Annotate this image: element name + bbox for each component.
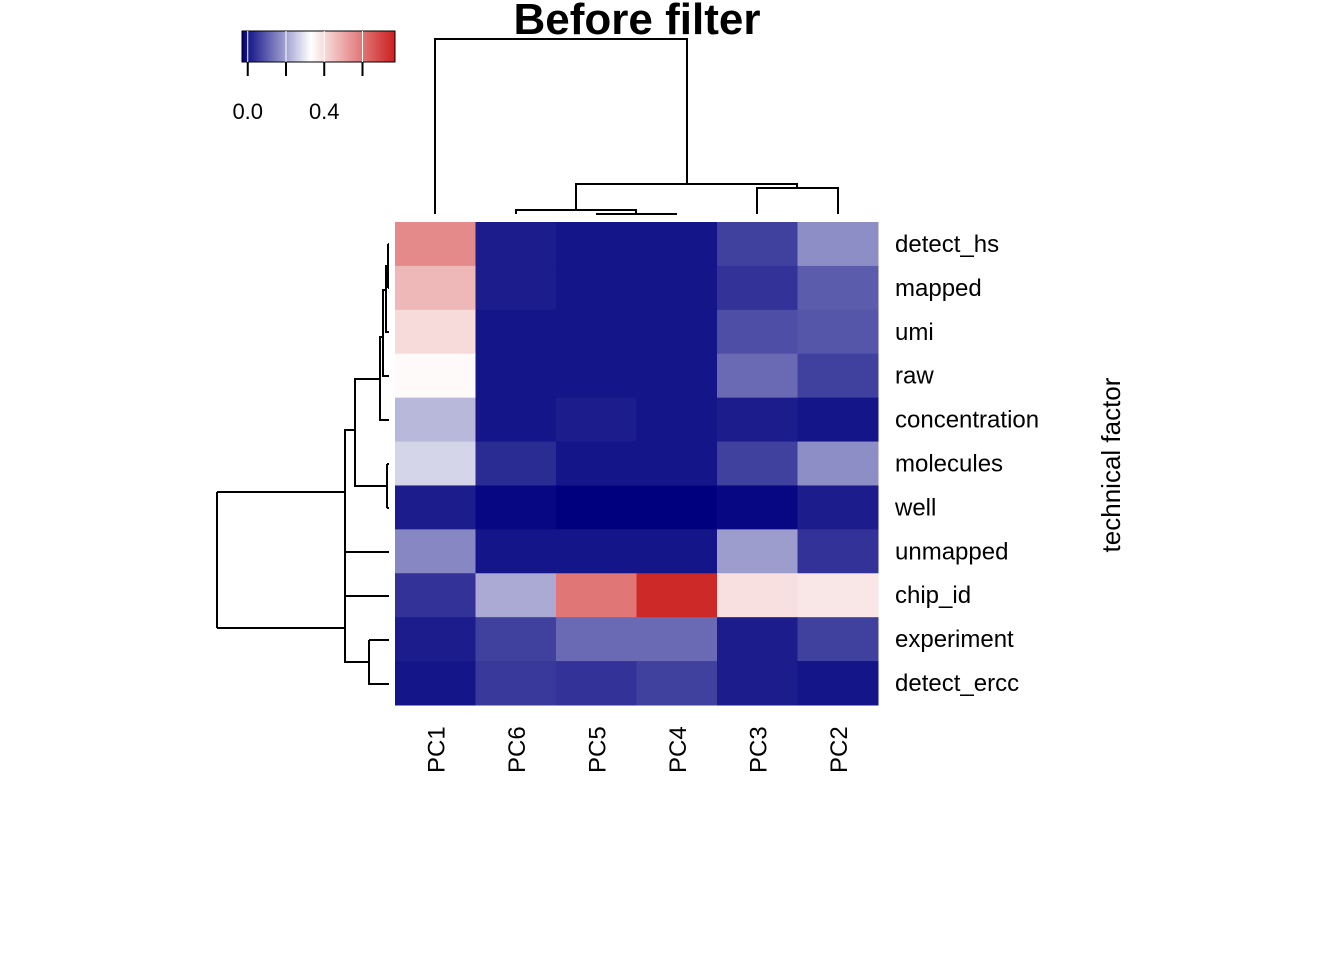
heatmap-cell [556,617,637,662]
column-label: PC4 [665,726,692,773]
heatmap-cell [797,441,879,486]
heatmap-cell [556,222,637,267]
heatmap-cell [475,661,557,706]
heatmap-cell [475,222,557,267]
heatmap-cell [556,353,637,399]
heatmap-cell [475,353,557,399]
heatmap-cell [636,529,718,574]
row-dendrogram [216,243,389,685]
heatmap-cell [556,309,637,355]
key-tick-label: 0.4 [309,99,340,124]
heatmap-cell [556,529,637,574]
heatmap-cell [475,309,557,355]
row-label: mapped [895,275,982,302]
heatmap-cell [395,485,476,530]
heatmap-cell [797,617,879,662]
row-label: well [894,494,936,521]
heatmap-cell [717,617,798,662]
heatmap-cell [636,222,718,267]
heatmap-cell [636,265,718,311]
heatmap-cell [636,485,718,530]
heatmap-cell [717,573,798,618]
row-label: detect_ercc [895,670,1019,697]
color-key [241,30,396,63]
heatmap-cell [636,441,718,486]
heatmap-cell [475,529,557,574]
heatmap-cell [395,353,476,399]
row-label: concentration [895,407,1039,434]
heatmap-cell [395,573,476,618]
heatmap-cell [556,265,637,311]
heatmap-cell [797,265,879,311]
column-label: PC6 [504,726,531,773]
heatmap-cell [717,309,798,355]
row-label: chip_id [895,582,971,609]
heatmap-cell [797,222,879,267]
heatmap-cell [717,353,798,399]
heatmap-cell [797,485,879,530]
row-label: raw [895,363,934,390]
heatmap-cell [797,573,879,618]
heatmap-cell [717,441,798,486]
column-dendrogram [434,38,839,215]
heatmap-cell [797,353,879,399]
heatmap-cell [636,353,718,399]
row-label: experiment [895,626,1014,653]
heatmap-cell [475,265,557,311]
heatmap-cell [475,617,557,662]
heatmap-cell [797,529,879,574]
heatmap-cell [475,397,557,443]
heatmap-cell [636,573,718,618]
heatmap-cell [556,573,637,618]
heatmap-cell [475,573,557,618]
heatmap-cell [395,661,476,706]
heatmap-cell [556,441,637,486]
heatmap-cell [395,309,476,355]
key-tick-label: 0.0 [232,99,263,124]
row-label: detect_hs [895,231,999,258]
heatmap-cell [717,397,798,443]
heatmap-cell [717,222,798,267]
heatmap-cell [395,265,476,311]
row-label: molecules [895,451,1003,478]
row-label: unmapped [895,538,1008,565]
chart-title: Before filter [514,0,761,44]
heatmap-cell [395,441,476,486]
heatmap-cell [717,661,798,706]
heatmap-cell [395,222,476,267]
heatmap-cell [556,485,637,530]
heatmap-cell [717,265,798,311]
heatmap-cell [556,397,637,443]
heatmap-cell [717,529,798,574]
heatmap-cell [475,485,557,530]
heatmap-cell [797,397,879,443]
heatmap-cell [797,309,879,355]
heatmap-cell [797,661,879,706]
heatmap-cell [636,617,718,662]
heatmap-cell [717,485,798,530]
column-label: PC2 [826,726,853,773]
heatmap-cell [636,397,718,443]
heatmap-cell [395,617,476,662]
heatmap-cell [395,397,476,443]
column-label: PC5 [584,726,611,773]
column-label: PC3 [745,726,772,773]
heatmap-cell [395,529,476,574]
heatmap-cell [556,661,637,706]
row-label: umi [895,319,934,346]
heatmap-cell [636,309,718,355]
column-label: PC1 [423,726,450,773]
heatmap-cell [475,441,557,486]
heatmap-cell [636,661,718,706]
axis-label: technical factor [1096,377,1126,552]
